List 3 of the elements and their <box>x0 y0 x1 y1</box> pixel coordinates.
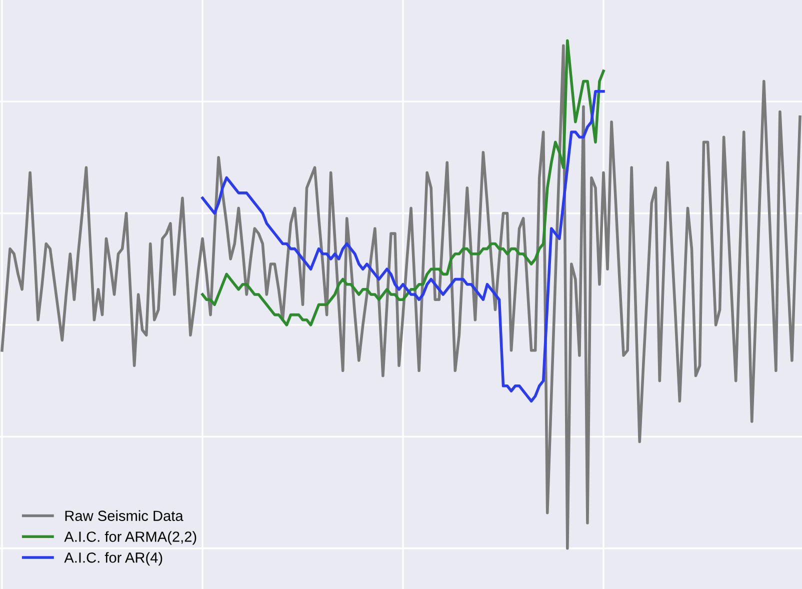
legend-label: Raw Seismic Data <box>65 510 184 522</box>
legend-label: A.I.C. for ARMA(2,2) <box>64 531 196 545</box>
legend-label: A.I.C. for AR(4) <box>64 552 162 566</box>
